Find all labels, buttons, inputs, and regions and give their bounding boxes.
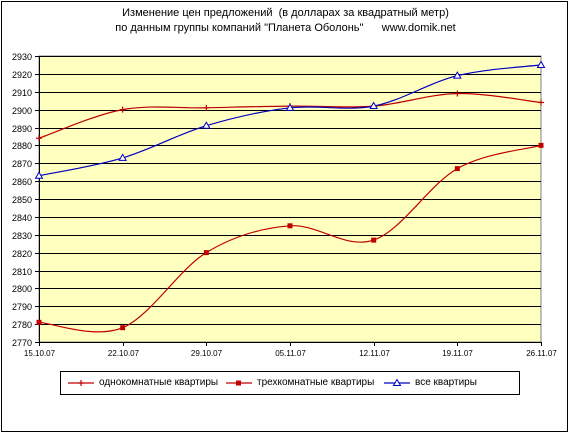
x-tick-label: 05.11.07 <box>275 349 306 358</box>
legend-label-3room: трехкомнатные квартиры <box>257 377 375 388</box>
axes <box>35 56 542 346</box>
x-tick-label: 15.10.07 <box>24 349 56 358</box>
y-tick-label: 2820 <box>12 249 32 259</box>
y-tick-label: 2800 <box>12 284 32 294</box>
marker-all <box>285 103 295 111</box>
y-tick-label: 2930 <box>12 52 32 62</box>
marker-1room <box>36 135 42 142</box>
x-tick-label: 19.11.07 <box>442 349 473 358</box>
marker-all <box>34 171 44 179</box>
y-tick-label: 2890 <box>12 124 32 134</box>
y-tick-label: 2790 <box>12 302 32 312</box>
legend-swatch-1room <box>68 380 94 386</box>
marker-all <box>536 60 546 68</box>
marker-3room <box>371 237 377 243</box>
marker-1room <box>454 90 461 97</box>
y-tick-label: 2870 <box>12 159 32 169</box>
marker-all <box>452 71 462 79</box>
marker-1room <box>538 99 544 106</box>
y-tick-label: 2910 <box>12 88 32 98</box>
series-markers <box>34 60 546 331</box>
y-tick-label: 2850 <box>12 195 32 205</box>
tick-labels: 2770 2780 2790 2800 2810 2820 2830 2840 2850 2860… <box>12 52 557 358</box>
marker-all <box>369 101 379 110</box>
legend-swatch-3room <box>226 380 252 386</box>
y-tick-label: 2920 <box>12 70 32 80</box>
legend: однокомнатные квартиры трехкомнатные ква… <box>60 371 520 395</box>
x-tick-label: 29.10.07 <box>191 349 223 358</box>
x-tick-label: 26.11.07 <box>526 349 557 358</box>
legend-label-all: все квартиры <box>415 377 477 388</box>
y-tick-label: 2780 <box>12 320 32 330</box>
marker-all <box>201 121 211 129</box>
marker-3room <box>287 223 293 229</box>
marker-1room <box>119 106 126 113</box>
x-tick-label: 22.10.07 <box>108 349 140 358</box>
y-tick-label: 2880 <box>12 141 32 151</box>
legend-swatch-all <box>384 378 410 386</box>
legend-label-1room: однокомнатные квартиры <box>99 377 219 388</box>
y-tick-label: 2810 <box>12 267 32 277</box>
marker-1room <box>203 104 210 111</box>
marker-3room <box>454 166 460 172</box>
y-tick-label: 2860 <box>12 177 32 187</box>
chart-subtitle: по данным группы компаний "Планета Оболо… <box>115 22 456 34</box>
y-tick-label: 2900 <box>12 106 32 116</box>
chart-title: Изменение цен предложений (в долларах за… <box>122 7 449 19</box>
marker-3room <box>538 142 544 148</box>
y-tick-label: 2830 <box>12 231 32 241</box>
x-tick-label: 12.11.07 <box>359 349 390 358</box>
marker-3room <box>203 250 209 256</box>
y-tick-label: 2840 <box>12 213 32 223</box>
marker-3room <box>120 325 126 331</box>
marker-3room <box>36 319 42 325</box>
y-tick-label: 2770 <box>12 338 32 348</box>
marker-all <box>118 153 128 161</box>
